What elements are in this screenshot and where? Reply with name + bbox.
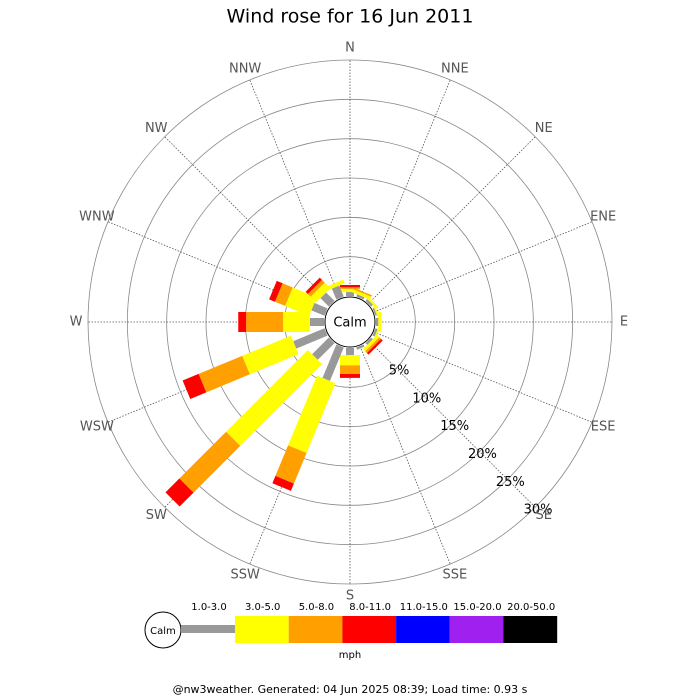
wind-bar <box>165 478 194 507</box>
direction-label: NNW <box>229 61 261 76</box>
bars <box>165 277 383 507</box>
wind-bar <box>340 287 360 289</box>
legend-label: 15.0-20.0 <box>453 602 501 613</box>
wind-bar <box>275 445 307 484</box>
legend-label: 1.0-3.0 <box>191 602 226 613</box>
direction-label: WSW <box>80 419 114 434</box>
wind-bar <box>365 299 373 307</box>
legend-swatch <box>342 616 397 643</box>
direction-label: N <box>345 41 355 56</box>
wind-bar <box>372 328 378 337</box>
wind-bar <box>269 280 283 302</box>
wind-bar <box>288 375 336 454</box>
wind-bar <box>340 284 360 288</box>
direction-label: E <box>620 315 628 330</box>
spoke <box>359 79 451 299</box>
wind-bar <box>356 294 365 300</box>
wind-bar <box>246 312 284 332</box>
direction-label: W <box>70 315 83 330</box>
legend-swatch <box>396 616 450 643</box>
wind-bar <box>362 334 380 352</box>
direction-label: ESE <box>591 419 616 434</box>
wind-bar <box>311 302 328 316</box>
chart-title: Wind rose for 16 Jun 2011 <box>227 6 474 28</box>
spoke <box>373 221 593 313</box>
ring-label: 20% <box>468 447 497 462</box>
wind-bar <box>346 348 354 356</box>
wind-bar <box>283 312 310 332</box>
wind-bar <box>365 337 382 354</box>
spoke <box>249 79 341 299</box>
ring-label: 30% <box>524 503 553 518</box>
legend-swatch <box>181 625 235 633</box>
spoke <box>373 331 593 423</box>
wind-bar <box>312 337 335 360</box>
legend-swatch <box>449 616 504 643</box>
direction-label: ENE <box>590 210 616 225</box>
wind-bar <box>198 355 250 393</box>
wind-bar <box>372 307 378 316</box>
legend-swatch <box>235 616 289 643</box>
wind-bar <box>226 350 322 446</box>
spoke <box>368 340 536 508</box>
direction-label: S <box>346 589 354 604</box>
direction-label: SSE <box>442 568 467 583</box>
wind-bar <box>320 292 335 307</box>
legend: Calm 1.0-3.0 3.0-5.0 5.0-8.0 8.0-11.0 11.0-15… <box>144 602 558 661</box>
legend-unit: mph <box>339 650 361 661</box>
ring-label: 10% <box>412 391 441 406</box>
wind-bar <box>375 318 379 326</box>
wind-bar <box>340 373 360 378</box>
spoke <box>359 345 451 565</box>
wind-bar <box>362 293 379 310</box>
legend-label: 11.0-15.0 <box>400 602 448 613</box>
wind-bar <box>324 279 345 291</box>
direction-label: NNE <box>441 61 469 76</box>
wind-bar <box>346 292 354 296</box>
footer: @nw3weather. Generated: 04 Jun 2025 08:3… <box>173 683 528 696</box>
legend-calm-label: Calm <box>150 626 176 637</box>
grid-ring <box>87 59 613 585</box>
grid-ring <box>126 98 574 546</box>
wind-bar <box>274 283 293 306</box>
legend-label: 8.0-11.0 <box>349 602 391 613</box>
wind-bar <box>307 279 325 297</box>
legend-label: 3.0-5.0 <box>245 602 280 613</box>
wind-bar <box>238 312 247 332</box>
legend-label: 5.0-8.0 <box>299 602 334 613</box>
wind-bar <box>340 365 360 374</box>
direction-label: SE <box>536 508 552 523</box>
legend-swatch <box>288 616 343 643</box>
wind-bar <box>331 285 344 300</box>
wind-bar <box>356 344 365 350</box>
direction-label: NE <box>535 121 553 136</box>
direction-label: NW <box>145 121 168 136</box>
calm-label: Calm <box>333 316 366 331</box>
wind-bar <box>340 355 360 366</box>
wind-bar <box>322 344 344 381</box>
wind-bar <box>309 318 324 326</box>
spoke <box>164 136 332 304</box>
wind-bar <box>242 335 299 375</box>
wind-bar <box>365 337 373 345</box>
direction-label: SSW <box>230 568 260 583</box>
wind-bar <box>179 431 241 493</box>
wind-bar <box>340 288 360 293</box>
wind-bar <box>293 328 328 349</box>
wind-bar <box>182 373 207 399</box>
wind-bar <box>366 338 383 355</box>
wind-bar <box>272 475 294 491</box>
direction-label: WNW <box>79 210 115 225</box>
calm-circle <box>324 296 376 348</box>
ring-label: 15% <box>440 419 469 434</box>
spoke <box>368 136 536 304</box>
legend-swatch <box>503 616 558 643</box>
legend-label: 20.0-50.0 <box>507 602 555 613</box>
direction-label: SW <box>146 508 167 523</box>
wind-bar <box>352 287 372 297</box>
ring-label: 25% <box>496 475 525 490</box>
wind-bar <box>305 277 322 294</box>
